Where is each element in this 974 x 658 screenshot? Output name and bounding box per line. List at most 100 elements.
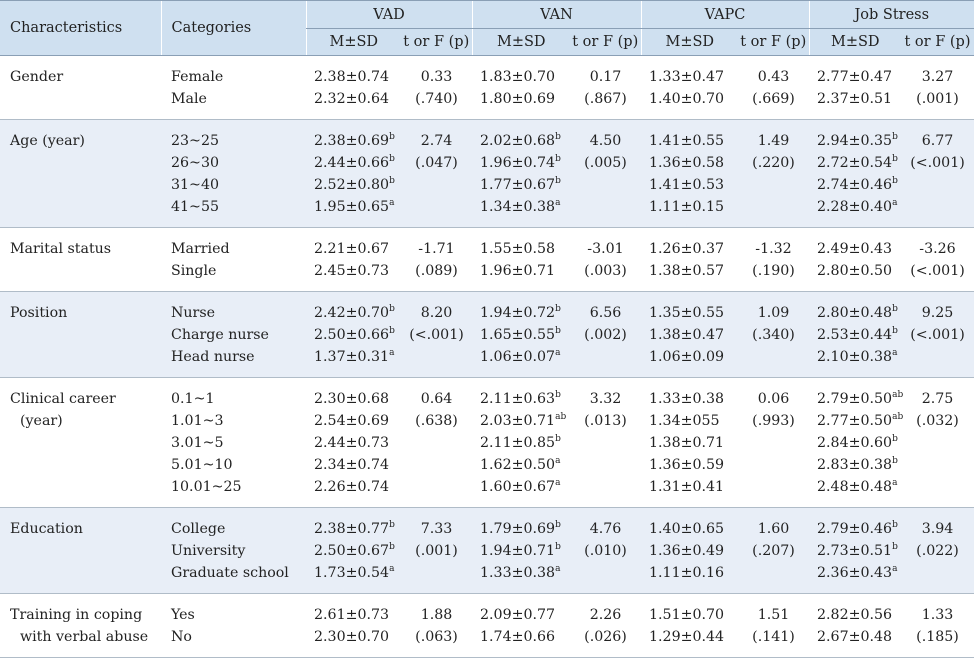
mean-sd-value: 1.11±0.15 — [649, 196, 738, 218]
mean-sd-value: 1.41±0.53 — [649, 174, 738, 196]
category-label: No — [171, 629, 192, 645]
mean-sd-value: 1.74±0.66 — [480, 626, 570, 648]
p-value: (.185) — [916, 629, 959, 645]
js-test-stat-cell: 9.25 (<.001) — [901, 291, 974, 378]
mean-sd-value: 1.40±0.65 — [649, 518, 738, 540]
mean-sd-text: 2.21±0.67 — [314, 241, 390, 257]
header-tf: t or F (p) — [901, 28, 974, 56]
table-body: Gender Female Male 2.38±0.74 2.32±0.64 0.33 (.… — [0, 55, 974, 658]
p-value: (<.001) — [409, 327, 464, 343]
mean-sd-text: 2.53±0.44 — [817, 327, 893, 343]
p-value: (.141) — [752, 629, 795, 645]
mean-sd-value: 1.96±0.71 — [480, 260, 570, 282]
vad-mean-sd-cell: 2.42±0.70b 2.50±0.66b 1.37±0.31a — [306, 291, 401, 378]
js-mean-sd-cell: 2.82±0.56 2.67±0.48 — [809, 593, 901, 658]
mean-sd-value: 2.34±0.74 — [314, 454, 401, 476]
categories-cell: 0.1~1 1.01~3 3.01~5 5.01~10 10.01~25 — [161, 377, 306, 508]
mean-sd-value: 2.36±0.43a — [817, 562, 901, 584]
mean-sd-value: 1.36±0.49 — [649, 540, 738, 562]
vapc-test-stat-cell: 1.51 (.141) — [738, 593, 809, 658]
p-value: (.003) — [584, 263, 627, 279]
mean-sd-text: 2.34±0.74 — [314, 457, 390, 473]
mean-sd-value: 1.33±0.47 — [649, 66, 738, 88]
test-statistic: 1.60 — [757, 521, 790, 537]
mean-sd-value: 2.28±0.40a — [817, 196, 901, 218]
vapc-test-stat-cell: 1.60 (.207) — [738, 507, 809, 594]
table-row: Training in coping with verbal abuse Yes No… — [0, 593, 974, 658]
characteristic-label: Marital status — [10, 241, 112, 257]
js-test-stat-cell: 2.75 (.032) — [901, 377, 974, 508]
mean-sd-value: 1.29±0.44 — [649, 626, 738, 648]
p-value: (.063) — [415, 629, 458, 645]
mean-sd-value: 1.55±0.58 — [480, 238, 570, 260]
mean-sd-value: 1.95±0.65a — [314, 196, 401, 218]
categories-cell: College University Graduate school — [161, 507, 306, 594]
mean-sd-value: 1.40±0.70 — [649, 88, 738, 110]
test-statistic: -3.01 — [587, 241, 624, 257]
category-label: University — [171, 543, 246, 559]
js-mean-sd-cell: 2.80±0.48b 2.53±0.44b 2.10±0.38a — [809, 291, 901, 378]
mean-sd-text: 1.33±0.38 — [649, 391, 725, 407]
mean-sd-text: 1.73±0.54 — [314, 565, 390, 581]
characteristic-label: Gender — [10, 69, 64, 85]
mean-sd-text: 1.29±0.44 — [649, 629, 725, 645]
posthoc-superscript: a — [389, 564, 395, 574]
category-label: 0.1~1 — [171, 391, 215, 407]
mean-sd-value: 2.53±0.44b — [817, 324, 901, 346]
mean-sd-value: 1.77±0.67b — [480, 174, 570, 196]
mean-sd-value: 2.72±0.54b — [817, 152, 901, 174]
posthoc-superscript: a — [892, 564, 898, 574]
mean-sd-value: 2.26±0.74 — [314, 476, 401, 498]
p-value: (.047) — [415, 155, 458, 171]
van-test-stat-cell: 0.17 (.867) — [570, 55, 641, 120]
van-mean-sd-cell: 2.11±0.63b 2.03±0.71ab 2.11±0.85b 1.62±0.50… — [472, 377, 570, 508]
mean-sd-text: 1.38±0.71 — [649, 435, 725, 451]
category-label: 26~30 — [171, 155, 219, 171]
posthoc-superscript: a — [389, 348, 395, 358]
js-test-stat-cell: -3.26 (<.001) — [901, 227, 974, 292]
table-row: Clinical career (year) 0.1~1 1.01~3 3.01~5 5.… — [0, 377, 974, 508]
header-ms: M±SD — [305, 28, 401, 56]
vad-test-stat-cell: 2.74 (.047) — [401, 119, 472, 228]
categories-cell: Married Single — [161, 227, 306, 292]
van-mean-sd-cell: 1.94±0.72b 1.65±0.55b 1.06±0.07a — [472, 291, 570, 378]
header-tf: t or F (p) — [738, 28, 809, 56]
mean-sd-value: 1.83±0.70 — [480, 66, 570, 88]
header-group-van: VAN — [471, 0, 641, 29]
mean-sd-text: 2.52±0.80 — [314, 177, 390, 193]
test-statistic: 3.94 — [921, 521, 954, 537]
posthoc-superscript: b — [555, 326, 561, 336]
p-value: (.026) — [584, 629, 627, 645]
p-value: (.010) — [584, 543, 627, 559]
js-test-stat-cell: 1.33 (.185) — [901, 593, 974, 658]
test-statistic: -1.32 — [755, 241, 792, 257]
header-group-job-stress: Job Stress — [808, 0, 974, 29]
mean-sd-value: 2.11±0.85b — [480, 432, 570, 454]
p-value: (.207) — [752, 543, 795, 559]
posthoc-superscript: b — [389, 304, 395, 314]
mean-sd-text: 2.83±0.38 — [817, 457, 893, 473]
posthoc-superscript: a — [892, 198, 898, 208]
test-statistic: 7.33 — [420, 521, 453, 537]
mean-sd-value: 1.36±0.59 — [649, 454, 738, 476]
posthoc-superscript: b — [892, 456, 898, 466]
test-statistic: 1.51 — [757, 607, 790, 623]
mean-sd-value: 2.37±0.51 — [817, 88, 901, 110]
mean-sd-text: 2.38±0.77 — [314, 521, 390, 537]
categories-cell: Yes No — [161, 593, 306, 658]
posthoc-superscript: b — [892, 154, 898, 164]
vapc-mean-sd-cell: 1.33±0.38 1.34±055 1.38±0.71 1.36±0.59 1.31±… — [641, 377, 738, 508]
mean-sd-text: 2.50±0.67 — [314, 543, 390, 559]
mean-sd-value: 2.77±0.47 — [817, 66, 901, 88]
posthoc-superscript: b — [892, 520, 898, 530]
mean-sd-text: 2.10±0.38 — [817, 349, 893, 365]
mean-sd-text: 2.44±0.66 — [314, 155, 390, 171]
mean-sd-text: 2.74±0.46 — [817, 177, 893, 193]
mean-sd-value: 1.79±0.69b — [480, 518, 570, 540]
mean-sd-value: 2.11±0.63b — [480, 388, 570, 410]
mean-sd-value: 2.30±0.70 — [314, 626, 401, 648]
van-mean-sd-cell: 2.09±0.77 1.74±0.66 — [472, 593, 570, 658]
mean-sd-text: 2.77±0.47 — [817, 69, 893, 85]
p-value: (.340) — [752, 327, 795, 343]
p-value: (.005) — [584, 155, 627, 171]
